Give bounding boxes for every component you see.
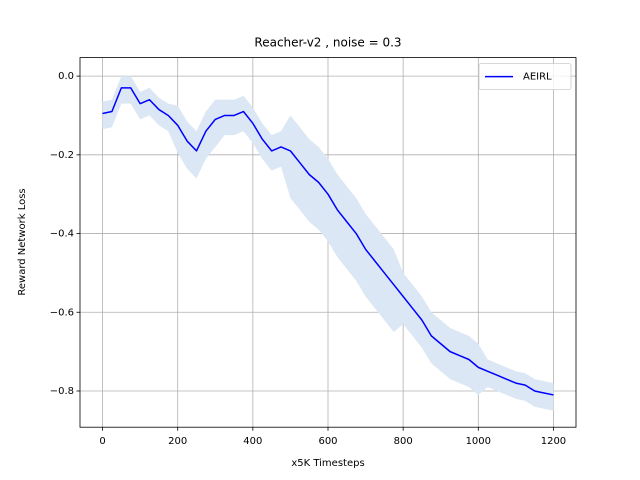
- y-tick-label: −0.2: [50, 150, 74, 161]
- plot-frame: [79, 57, 577, 428]
- line: [102, 87, 554, 396]
- y-tick-label: −0.6: [50, 307, 74, 318]
- chart-title: Reacher-v2 , noise = 0.3: [254, 36, 401, 50]
- x-tick-label: 800: [394, 436, 413, 447]
- confidence-band: [102, 76, 554, 411]
- x-tick-label: 1200: [541, 436, 566, 447]
- y-axis-label: Reward Network Loss: [17, 188, 28, 295]
- legend-box: [478, 63, 572, 90]
- x-tick-label: 1000: [466, 436, 491, 447]
- x-tick-label: 400: [243, 436, 262, 447]
- x-tick-label: 200: [168, 436, 187, 447]
- y-tick-label: −0.8: [50, 386, 74, 397]
- x-tick-label: 600: [318, 436, 337, 447]
- y-tick-label: 0.0: [58, 71, 74, 82]
- x-axis-label: x5K Timesteps: [291, 458, 364, 469]
- y-tick-label: −0.4: [50, 229, 74, 240]
- x-tick-label: 0: [99, 436, 105, 447]
- legend-label: AEIRL: [523, 72, 552, 83]
